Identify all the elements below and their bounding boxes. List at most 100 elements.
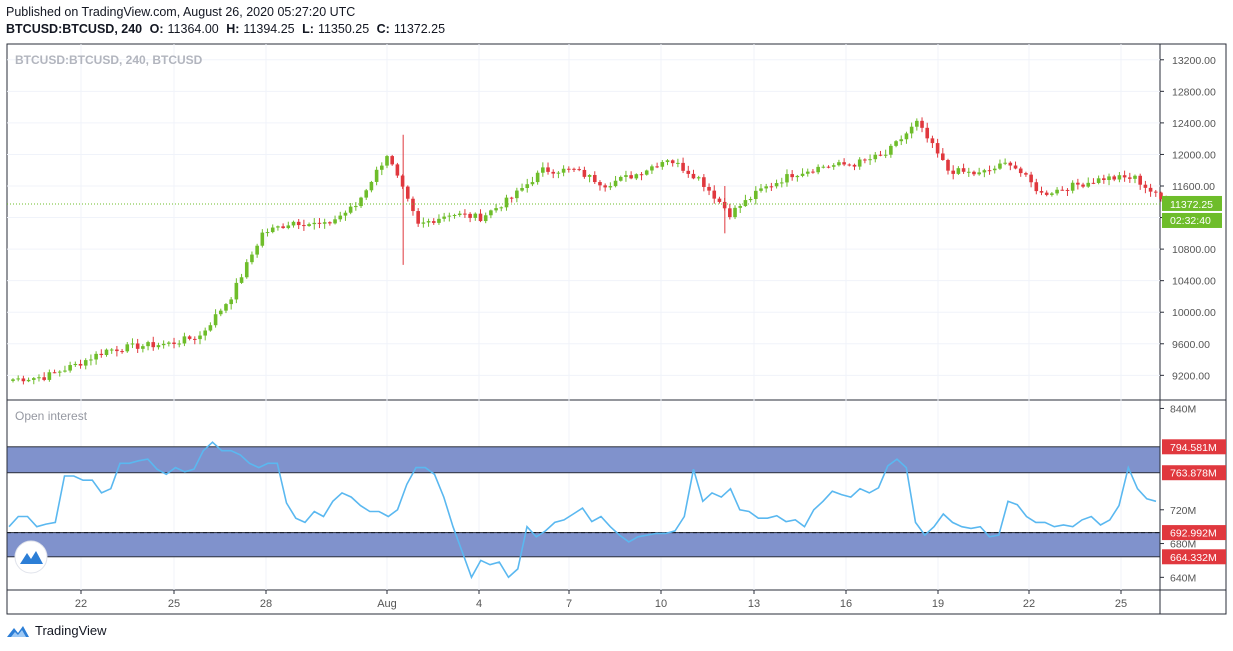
candle-body (743, 200, 748, 207)
candle-body (873, 154, 878, 160)
candle-body (618, 176, 623, 181)
candle-body (291, 221, 296, 226)
candle-body (577, 169, 581, 171)
candle-body (229, 299, 233, 305)
candle-body (307, 224, 311, 227)
candle-body (728, 208, 732, 218)
time-tick-label: 16 (840, 598, 852, 610)
candle-body (250, 254, 254, 263)
oi-marker-badge (1162, 525, 1226, 541)
candle-body (11, 379, 15, 381)
candle-body (395, 164, 400, 176)
oi-marker-label: 763.878M (1170, 468, 1217, 480)
candle-body (598, 182, 602, 186)
candle-body (941, 153, 945, 160)
candle-body (68, 365, 72, 371)
candle-body (151, 342, 156, 348)
candle-body (868, 159, 872, 161)
candle-body (213, 314, 218, 326)
candle-body (634, 174, 639, 179)
candle-body (587, 174, 592, 177)
candle-body (281, 226, 285, 229)
oi-tick-label: 720M (1170, 505, 1196, 517)
time-tick-label: 28 (260, 598, 272, 610)
close-value: 11372.25 (393, 22, 446, 36)
candle-body (473, 213, 478, 218)
candle-body (21, 378, 26, 382)
price-tick-label: 13200.00 (1172, 55, 1216, 67)
low-label: L: (302, 22, 314, 36)
candle-body (421, 222, 426, 224)
tradingview-logo-icon (7, 625, 29, 637)
candle-body (972, 171, 976, 175)
candle-body (57, 371, 62, 373)
candle-body (52, 372, 57, 374)
candle-body (681, 162, 685, 171)
candle-body (655, 166, 659, 168)
candle-body (1117, 175, 1122, 180)
candle-body (509, 197, 514, 199)
candle-body (312, 222, 317, 225)
candle-body (78, 363, 83, 366)
candle-body (177, 343, 182, 345)
candle-body (961, 168, 966, 172)
open-label: O: (149, 22, 164, 36)
candle-body (644, 170, 649, 175)
open-value: 11364.00 (167, 22, 219, 36)
price-tick-label: 9600.00 (1172, 339, 1210, 351)
footer-brand[interactable]: TradingView (6, 623, 107, 638)
candle-body (650, 166, 654, 171)
candle-body (31, 378, 36, 380)
candle-body (530, 182, 535, 185)
candle-body (447, 215, 452, 217)
last-price-badge (1162, 195, 1222, 211)
candle-body (437, 218, 441, 223)
candle-body (1044, 192, 1049, 195)
candle-body (966, 171, 971, 173)
candle-body (198, 335, 202, 340)
candle-body (504, 197, 509, 208)
candle-body (359, 197, 363, 207)
candle-body (639, 174, 644, 176)
candle-body (665, 160, 670, 163)
candle-body (535, 172, 540, 183)
candle-body (416, 211, 420, 224)
time-tick-label: 13 (748, 598, 760, 610)
candle-body (909, 126, 914, 134)
candle-body (364, 190, 369, 198)
candle-body (296, 221, 301, 226)
candle-body (821, 166, 826, 168)
candle-body (317, 222, 322, 224)
candle-body (779, 182, 784, 184)
candle-body (494, 208, 498, 211)
candle-body (426, 221, 431, 223)
candle-body (193, 338, 197, 340)
candle-body (915, 120, 919, 127)
candle-body (800, 173, 805, 176)
candle-body (265, 232, 270, 234)
candle-body (255, 245, 259, 255)
candle-body (1107, 176, 1111, 181)
ohlc-line: BTCUSD:BTCUSD, 240 O: 11364.00 H: 11394.25… (6, 22, 449, 36)
candle-body (660, 162, 665, 167)
candle-body (790, 174, 794, 178)
candle-body (380, 165, 384, 170)
candle-body (992, 168, 997, 171)
candle-body (431, 221, 436, 223)
candle-body (831, 165, 836, 167)
candle-body (239, 277, 244, 283)
candle-body (405, 186, 410, 199)
candle-body (1102, 178, 1106, 181)
candle-body (842, 162, 846, 165)
candle-body (925, 127, 930, 139)
candle-body (920, 120, 924, 128)
candle-body (691, 173, 696, 179)
candle-body (551, 171, 556, 174)
candle-body (1050, 193, 1054, 195)
candle-body (234, 282, 239, 300)
candle-body (478, 213, 483, 222)
published-line: Published on TradingView.com, August 26,… (6, 5, 356, 19)
oi-band (6, 532, 1161, 558)
price-tick-label: 11600.00 (1172, 181, 1215, 193)
